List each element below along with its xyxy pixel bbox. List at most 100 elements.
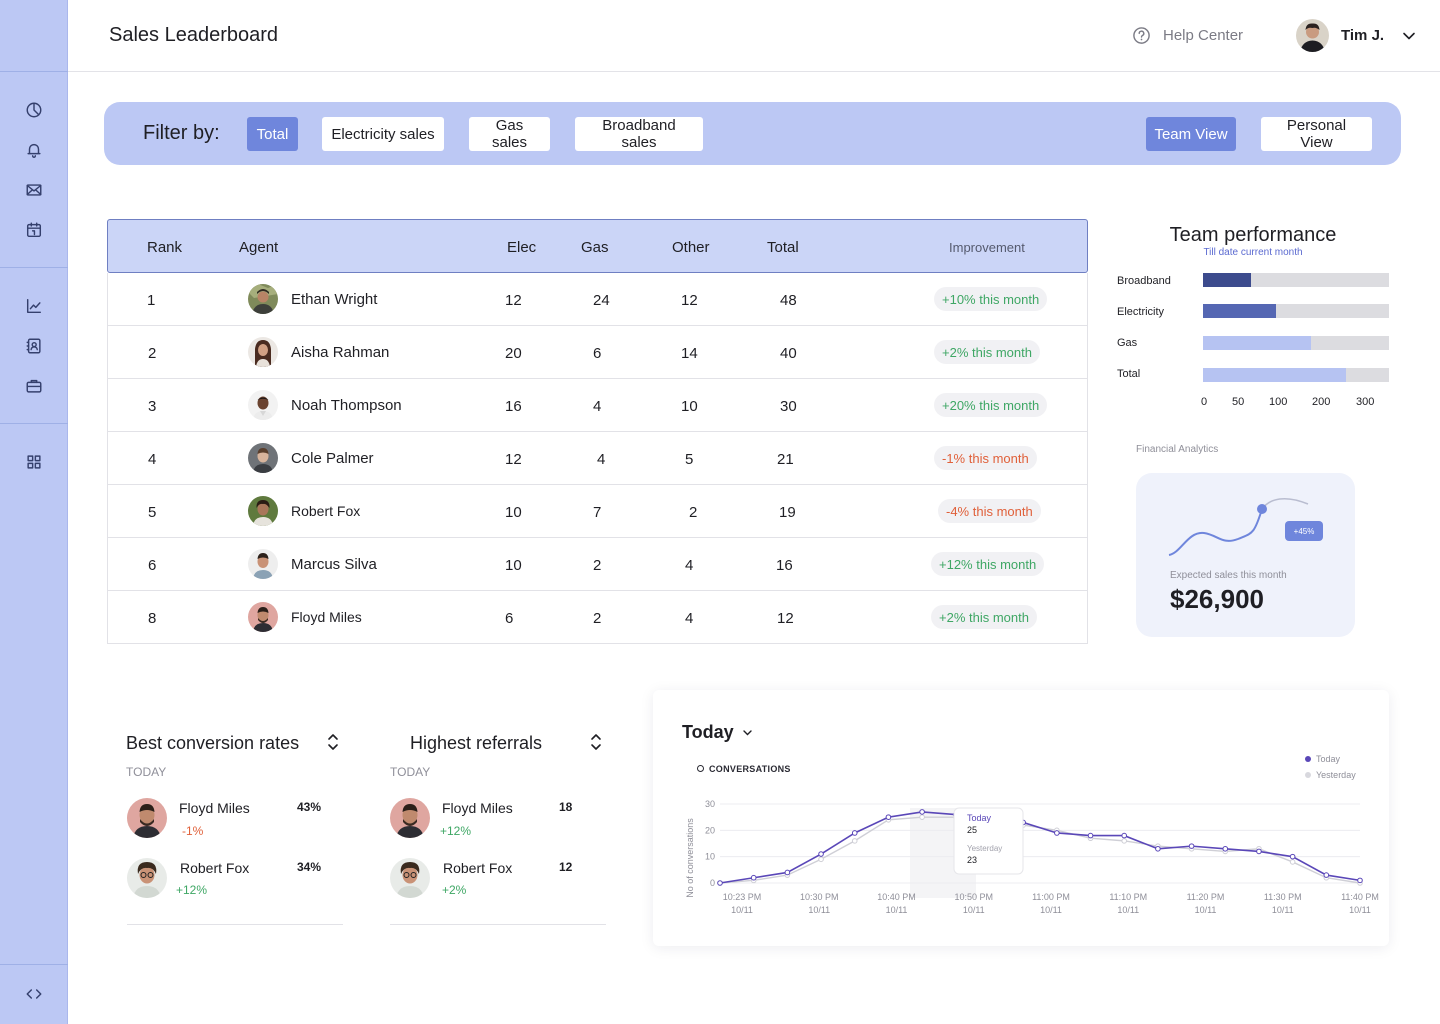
agent-name: Cole Palmer xyxy=(291,449,374,467)
tooltip-text: Yesterday xyxy=(967,844,1002,853)
briefcase-icon[interactable] xyxy=(24,376,44,396)
bar-label: Electricity xyxy=(1117,306,1165,318)
rank-cell: 4 xyxy=(148,451,157,468)
help-icon xyxy=(1133,27,1150,44)
total-cell: 40 xyxy=(780,345,797,362)
gas-cell: 4 xyxy=(593,398,602,415)
list-name: Floyd Miles xyxy=(442,800,513,816)
data-point xyxy=(1357,877,1363,884)
trend-chart-icon[interactable] xyxy=(24,296,44,316)
referrals-title: Highest referrals xyxy=(410,733,543,753)
user-menu[interactable]: Tim J. xyxy=(1296,19,1416,52)
x-tick-label: 11:10 PM xyxy=(1109,892,1147,902)
table-row[interactable]: 4 Cole Palmer 12 4 5 21 -1% this month xyxy=(107,432,1088,485)
list-delta: -1% xyxy=(182,824,204,838)
data-point xyxy=(1289,853,1296,860)
y-tick-label: 30 xyxy=(705,799,715,809)
rank-cell: 8 xyxy=(148,610,157,627)
x-tick-label: 11:20 PM xyxy=(1187,892,1225,902)
list-delta: +12% xyxy=(440,824,472,838)
sort-icon[interactable] xyxy=(589,732,603,752)
grid-icon[interactable] xyxy=(24,452,44,472)
sidebar xyxy=(0,0,68,1024)
x-tick-date: 10/11 xyxy=(1272,905,1294,915)
chevron-down-icon xyxy=(1403,32,1415,39)
x-tick-label: 11:40 PM xyxy=(1341,892,1379,902)
column-header-total: Total xyxy=(767,239,799,256)
list-avatar xyxy=(390,858,430,898)
axis-tick: 0 xyxy=(1201,396,1208,408)
agent-name: Robert Fox xyxy=(291,503,361,519)
legend-label: Today xyxy=(1316,754,1341,764)
other-cell: 14 xyxy=(681,345,698,362)
x-tick-date: 10/11 xyxy=(1117,905,1139,915)
sort-icon[interactable] xyxy=(326,732,340,752)
agent-cell: Floyd Miles xyxy=(248,602,362,632)
pie-chart-icon[interactable] xyxy=(24,100,44,120)
filter-gas-button[interactable]: Gas sales xyxy=(469,117,550,151)
table-row[interactable]: 3 Noah Thompson 16 4 10 30 +20% this mon… xyxy=(107,379,1088,432)
mail-icon[interactable] xyxy=(24,180,44,200)
bar-fill xyxy=(1203,304,1276,318)
table-row[interactable]: 5 Robert Fox 10 7 2 19 -4% this month xyxy=(107,485,1088,538)
user-name: Tim J. xyxy=(1341,27,1385,44)
other-cell: 12 xyxy=(681,292,698,309)
column-header-other: Other xyxy=(672,239,710,256)
conversations-card: Today CONVERSATIONS Today Yesterday 0 10 2… xyxy=(653,690,1389,946)
legend-today: Today xyxy=(1305,754,1340,764)
data-point xyxy=(1188,843,1195,849)
agent-name: Ethan Wright xyxy=(291,290,378,308)
agent-cell: Aisha Rahman xyxy=(248,337,389,367)
filter-total-button[interactable]: Total xyxy=(247,117,298,151)
data-point xyxy=(784,869,791,876)
list-divider xyxy=(390,924,606,925)
improvement-badge: +2% this month xyxy=(931,605,1037,629)
calendar-icon[interactable] xyxy=(24,220,44,240)
bell-icon[interactable] xyxy=(24,140,44,160)
table-row[interactable]: 8 Floyd Miles 6 2 4 12 +2% this month xyxy=(107,591,1088,644)
period-dropdown[interactable]: Today xyxy=(682,722,753,743)
agent-name: Floyd Miles xyxy=(291,609,362,625)
data-point xyxy=(1054,830,1060,836)
table-row[interactable]: 1 Ethan Wright 12 24 12 48 +10% this mon… xyxy=(107,273,1088,326)
total-cell: 19 xyxy=(779,504,796,521)
table-row[interactable]: 6 Marcus Silva 10 2 4 16 +12% this month xyxy=(107,538,1088,591)
total-cell: 48 xyxy=(780,292,797,309)
elec-cell: 10 xyxy=(505,557,522,574)
agent-avatar xyxy=(248,602,278,632)
period-dropdown-label: Today xyxy=(682,722,734,742)
gas-cell: 24 xyxy=(593,292,610,309)
code-icon[interactable] xyxy=(24,984,44,1004)
list-value: 12 xyxy=(559,860,573,874)
personal-view-button[interactable]: Personal View xyxy=(1261,117,1372,151)
list-value: 34% xyxy=(297,860,322,874)
filter-electricity-button[interactable]: Electricity sales xyxy=(322,117,444,151)
bar-fill xyxy=(1203,273,1252,287)
data-point xyxy=(1323,872,1330,878)
circle-icon xyxy=(697,765,704,772)
elec-cell: 12 xyxy=(505,451,522,468)
x-tick-date: 10/11 xyxy=(808,905,830,915)
y-axis-label: No of conversations xyxy=(685,818,695,898)
column-header-agent: Agent xyxy=(239,239,279,256)
tooltip-text: 23 xyxy=(967,855,977,865)
data-point xyxy=(1256,848,1262,855)
bar-label: Total xyxy=(1117,368,1141,380)
agent-name: Noah Thompson xyxy=(291,396,402,414)
agent-cell: Robert Fox xyxy=(248,496,360,526)
x-tick-label: 11:30 PM xyxy=(1264,892,1302,902)
data-point xyxy=(818,851,824,857)
team-view-button[interactable]: Team View xyxy=(1146,117,1236,151)
filter-broadband-button[interactable]: Broadband sales xyxy=(575,117,703,151)
team-performance-title: Team performance xyxy=(1169,224,1337,246)
financial-analytics-label: Financial Analytics xyxy=(1136,444,1219,455)
list-value: 43% xyxy=(297,800,322,814)
help-center-link[interactable]: Help Center xyxy=(1132,26,1243,45)
tooltip-text: Today xyxy=(967,813,992,823)
table-row[interactable]: 2 Aisha Rahman 20 6 14 40 +2% this month xyxy=(107,326,1088,379)
list-name: Robert Fox xyxy=(443,860,513,876)
improvement-badge: +20% this month xyxy=(934,393,1048,417)
axis-tick: 200 xyxy=(1312,396,1331,408)
rank-cell: 1 xyxy=(147,292,156,309)
contacts-icon[interactable] xyxy=(24,336,44,356)
